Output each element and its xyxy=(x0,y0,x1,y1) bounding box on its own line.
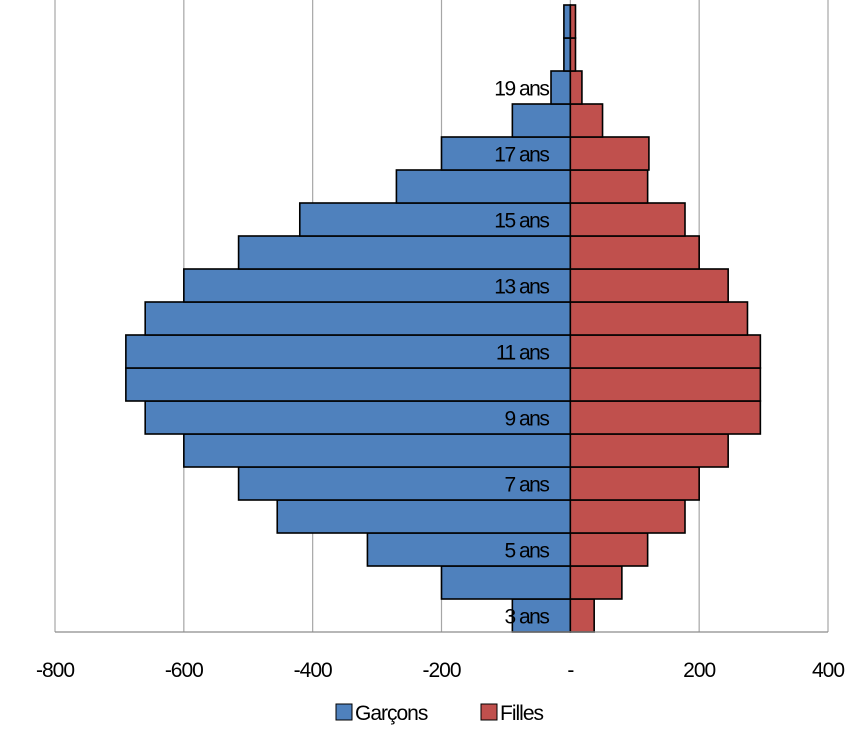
age-label-6: 9 ans xyxy=(504,408,549,431)
age-label-8: 11 ans xyxy=(496,342,549,365)
age-labels-group: 3 ans 5 ans 7 ans 9 ans 11 ans 13 ans 15 ans 17… xyxy=(494,78,551,629)
x-tick-label-1: -600 xyxy=(165,659,203,682)
age-label-12: 15 ans xyxy=(494,210,549,233)
age-label-10: 13 ans xyxy=(494,276,549,299)
age-label-14: 17 ans xyxy=(494,144,549,167)
age-label-16: 19 ans xyxy=(494,78,549,101)
bar-garcons-16 xyxy=(550,70,572,105)
bar-filles-15 xyxy=(569,103,604,138)
bar-filles-17 xyxy=(569,37,577,72)
bar-filles-5 xyxy=(569,433,729,468)
bar-garcons-2 xyxy=(366,532,572,567)
bar-garcons-9 xyxy=(144,301,572,336)
bar-filles-9 xyxy=(569,301,749,336)
bar-filles-8 xyxy=(569,334,762,369)
x-tick-label-4: - xyxy=(567,659,574,682)
x-tick-label-0: -800 xyxy=(36,659,74,682)
x-tick-labels: -800 -600 -400 -200-200 400 xyxy=(36,659,845,682)
legend-swatch-filles xyxy=(480,703,498,721)
bar-garcons-15 xyxy=(511,103,572,138)
bar-garcons-18 xyxy=(563,4,572,39)
bar-filles-3 xyxy=(569,499,686,534)
bar-garcons-8 xyxy=(125,334,572,369)
age-label-2: 5 ans xyxy=(504,540,549,563)
legend-swatch-garcons xyxy=(335,703,353,721)
bar-garcons-3 xyxy=(276,499,572,534)
bar-filles-12 xyxy=(569,202,686,237)
x-tick-label-6: 400 xyxy=(812,659,844,682)
bar-filles-16 xyxy=(569,70,583,105)
age-label-0: 3 ans xyxy=(504,606,549,629)
bar-garcons-5 xyxy=(183,433,572,468)
bars-group xyxy=(125,4,762,633)
bar-filles-7 xyxy=(569,367,762,402)
bar-filles-13 xyxy=(569,169,649,204)
bar-garcons-6 xyxy=(144,400,572,435)
x-tick-label-3: -200 xyxy=(422,659,460,682)
bar-filles-0 xyxy=(569,598,595,633)
bar-garcons-7 xyxy=(125,367,572,402)
bar-garcons-13 xyxy=(395,169,572,204)
bar-garcons-17 xyxy=(563,37,572,72)
bar-garcons-11 xyxy=(237,235,572,270)
legend-label-garcons: Garçons xyxy=(355,702,428,725)
bar-filles-10 xyxy=(569,268,729,303)
bar-filles-18 xyxy=(569,4,577,39)
bar-garcons-4 xyxy=(237,466,572,501)
bar-garcons-1 xyxy=(440,565,572,600)
bar-filles-2 xyxy=(569,532,649,567)
age-label-4: 7 ans xyxy=(504,474,549,497)
bar-filles-4 xyxy=(569,466,700,501)
legend: Garçons Filles xyxy=(335,702,545,725)
legend-label-filles: Filles xyxy=(500,702,544,725)
x-tick-label-5: 200 xyxy=(683,659,715,682)
x-tick-label-2: -400 xyxy=(294,659,332,682)
bar-filles-1 xyxy=(569,565,623,600)
bar-filles-14 xyxy=(569,136,650,171)
bar-garcons-10 xyxy=(183,268,572,303)
bar-filles-11 xyxy=(569,235,700,270)
bar-filles-6 xyxy=(569,400,762,435)
